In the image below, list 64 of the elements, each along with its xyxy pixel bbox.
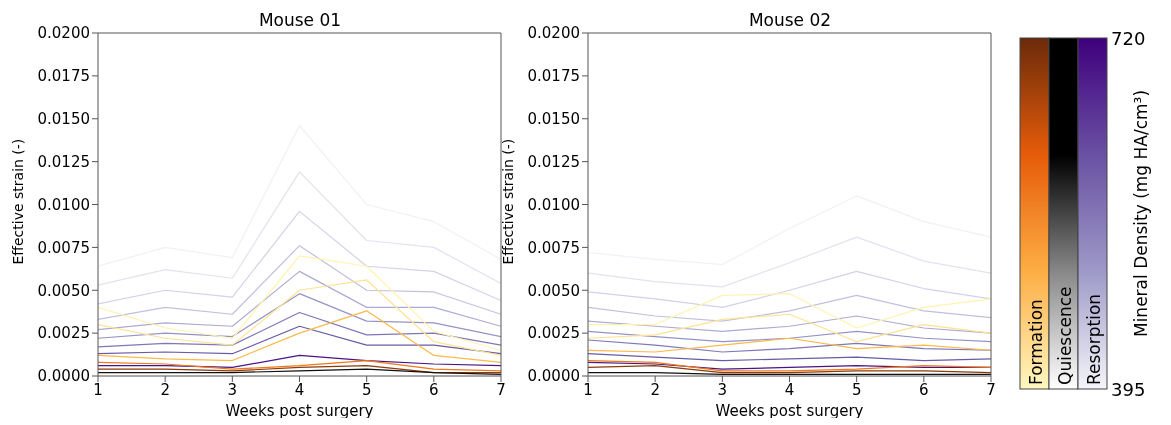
- text: Formation: [1025, 299, 1046, 385]
- y-tick-label: 0.0150: [527, 110, 580, 129]
- line-series: [98, 255, 501, 351]
- line-series: [98, 210, 501, 305]
- line-series: [98, 311, 501, 348]
- x-tick-label: 3: [227, 380, 238, 399]
- x-tick-label: 5: [361, 380, 372, 399]
- x-tick-label: 7: [496, 380, 506, 399]
- x-tick-label: 2: [160, 380, 170, 399]
- line-series: [98, 279, 501, 357]
- line-series: [98, 354, 501, 369]
- chart-title: Mouse 01: [257, 10, 343, 30]
- y-tick-label: 0.0200: [527, 24, 580, 43]
- line-series: [588, 315, 991, 334]
- line-series: [588, 195, 991, 266]
- color-bar-label: 720: [1111, 28, 1146, 49]
- y-tick-label: 0.0175: [37, 67, 90, 86]
- line-series: [588, 353, 991, 362]
- line-series: [588, 313, 991, 343]
- line-series: [98, 359, 501, 372]
- line-series: [98, 270, 501, 331]
- x-tick-label: 2: [650, 380, 660, 399]
- text: Resorption: [1083, 293, 1104, 385]
- y-axis-title: Effective strain (-): [9, 138, 26, 265]
- line-series: [588, 294, 991, 322]
- x-tick-label: 6: [919, 380, 929, 399]
- y-tick-label: 0.0150: [37, 110, 90, 129]
- y-tick-label: 0.0025: [527, 324, 580, 343]
- line-series: [98, 245, 501, 320]
- y-tick-label: 0.0000: [527, 367, 580, 386]
- line-series: [98, 171, 501, 286]
- color-bar-label: 395: [1111, 379, 1146, 400]
- y-tick-label: 0.0100: [527, 195, 580, 214]
- y-tick-label: 0.0050: [527, 281, 580, 300]
- y-tick-label: 0.0100: [37, 195, 90, 214]
- chart-title: Mouse 02: [747, 10, 833, 30]
- x-tick-label: 5: [851, 380, 862, 399]
- y-tick-label: 0.0075: [37, 238, 90, 257]
- x-tick-label: 4: [784, 380, 795, 399]
- line-series: [588, 293, 991, 329]
- y-tick-label: 0.0200: [37, 24, 90, 43]
- x-tick-label: 3: [717, 380, 728, 399]
- y-tick-label: 0.0075: [527, 238, 580, 257]
- y-tick-label: 0.0025: [37, 324, 90, 343]
- y-axis-title: Effective strain (-): [499, 138, 516, 265]
- y-tick-label: 0.0175: [527, 67, 580, 86]
- x-tick-label: 7: [986, 380, 996, 399]
- x-tick-label: 1: [583, 380, 593, 399]
- y-tick-label: 0.0125: [37, 152, 90, 171]
- line-series: [588, 236, 991, 288]
- text: Quiescence: [1054, 286, 1075, 385]
- line-series: [98, 293, 501, 339]
- x-tick-label: 6: [429, 380, 439, 399]
- line-series: [588, 270, 991, 308]
- y-tick-label: 0.0000: [37, 367, 90, 386]
- line-series: [98, 125, 501, 267]
- color-bar-title: Mineral Density (mg HA/cm³): [1131, 89, 1151, 338]
- x-tick-label: 1: [93, 380, 103, 399]
- line-series: [98, 325, 501, 355]
- x-tick-label: 4: [294, 380, 305, 399]
- y-tick-label: 0.0125: [527, 152, 580, 171]
- line-series: [588, 330, 991, 343]
- y-tick-label: 0.0050: [37, 281, 90, 300]
- line-series: [98, 310, 501, 363]
